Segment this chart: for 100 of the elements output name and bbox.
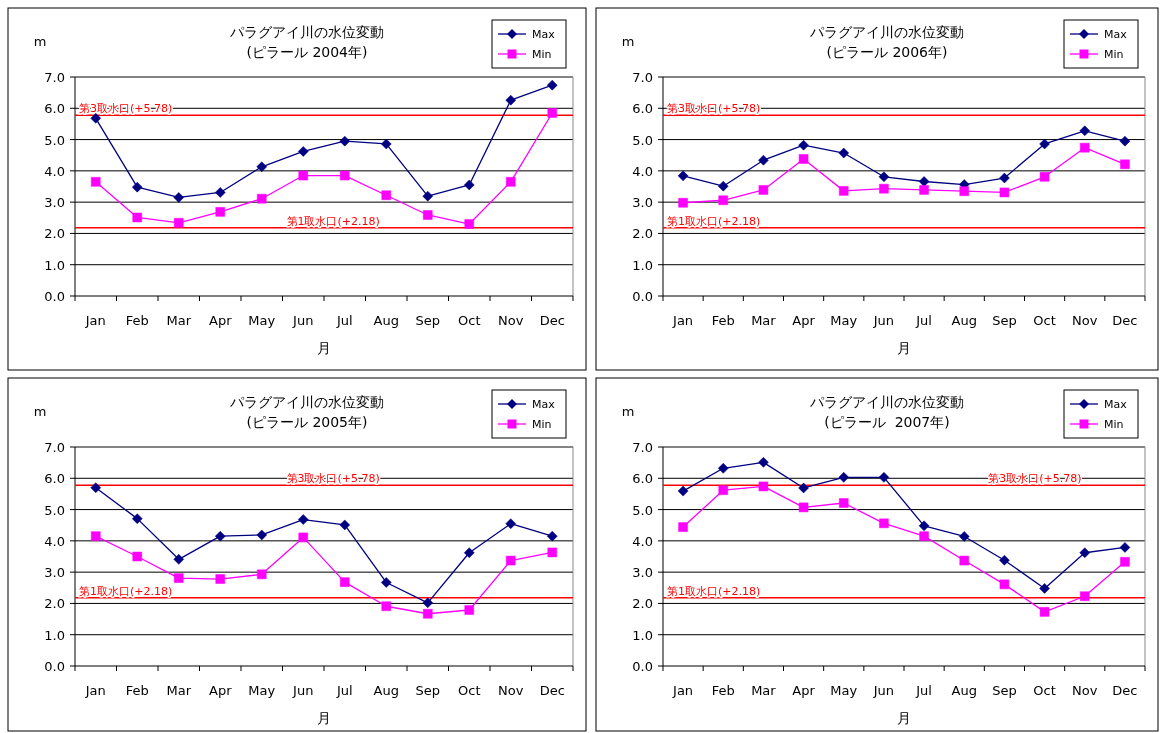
y-tick-label: 3.0 bbox=[632, 195, 653, 211]
point bbox=[918, 520, 930, 532]
x-tick-label: Nov bbox=[498, 683, 524, 698]
y-tick-label: 7.0 bbox=[44, 70, 65, 85]
point bbox=[918, 176, 930, 187]
point bbox=[90, 482, 101, 493]
x-tick-label: Apr bbox=[209, 313, 233, 328]
x-tick-label: Mar bbox=[166, 313, 192, 328]
point bbox=[132, 212, 142, 223]
point bbox=[90, 113, 101, 124]
point bbox=[678, 198, 688, 208]
x-tick-label: Jan bbox=[672, 683, 694, 698]
y-axis-title: m bbox=[621, 404, 635, 419]
point bbox=[919, 185, 929, 195]
x-tick-label: Oct bbox=[1033, 313, 1056, 328]
point bbox=[758, 185, 769, 195]
x-tick-label: Aug bbox=[373, 313, 399, 328]
point bbox=[1039, 583, 1050, 594]
x-tick-label: Feb bbox=[125, 313, 149, 328]
point bbox=[1120, 557, 1130, 567]
point bbox=[464, 605, 474, 615]
point bbox=[878, 171, 890, 183]
point bbox=[1039, 607, 1050, 617]
y-tick-label: 1.0 bbox=[632, 257, 653, 273]
y-tick-label: 6.0 bbox=[632, 101, 653, 117]
legend-label: Max bbox=[1104, 28, 1128, 41]
y-axis-title: m bbox=[621, 34, 635, 49]
y-tick-label: 2.0 bbox=[44, 596, 65, 612]
point bbox=[999, 172, 1010, 184]
point bbox=[381, 601, 391, 611]
y-tick-label: 5.0 bbox=[632, 502, 653, 518]
point bbox=[257, 569, 267, 580]
x-tick-label: Feb bbox=[711, 313, 735, 328]
point bbox=[340, 577, 350, 587]
y-tick-label: 1.0 bbox=[44, 257, 65, 273]
point bbox=[298, 514, 309, 525]
y-tick-label: 0.0 bbox=[632, 659, 653, 674]
x-tick-label: Feb bbox=[125, 683, 149, 698]
point bbox=[173, 192, 184, 203]
y-tick-label: 0.0 bbox=[44, 289, 65, 304]
y-tick-label: 4.0 bbox=[632, 163, 653, 179]
y-tick-label: 6.0 bbox=[44, 101, 65, 117]
x-tick-label: Oct bbox=[458, 313, 481, 328]
x-tick-label: Mar bbox=[166, 683, 192, 698]
x-tick-label: Nov bbox=[498, 313, 524, 328]
point bbox=[381, 190, 391, 201]
point bbox=[91, 177, 101, 187]
point bbox=[505, 518, 516, 529]
x-tick-label: Oct bbox=[458, 683, 481, 698]
point bbox=[340, 170, 350, 181]
point bbox=[132, 513, 143, 524]
ref-line-label: 第1取水口(+2.18) bbox=[79, 584, 173, 598]
x-tick-label: May bbox=[830, 683, 858, 698]
chart-subtitle: (ピラール 2006年) bbox=[826, 44, 948, 60]
point bbox=[1079, 125, 1090, 137]
x-tick-label: Sep bbox=[415, 313, 441, 328]
legend-label: Min bbox=[532, 418, 552, 431]
point bbox=[718, 463, 729, 474]
x-tick-label: Aug bbox=[951, 313, 977, 328]
point bbox=[174, 218, 184, 228]
point bbox=[1119, 542, 1131, 553]
y-tick-label: 6.0 bbox=[632, 471, 653, 487]
x-tick-label: Jan bbox=[84, 683, 106, 698]
x-tick-label: Sep bbox=[992, 313, 1017, 328]
ref-line-label: 第1取水口(+2.18) bbox=[286, 214, 380, 228]
x-tick-label: Jun bbox=[292, 313, 314, 328]
point bbox=[678, 522, 688, 532]
point bbox=[878, 472, 890, 483]
point bbox=[464, 179, 475, 191]
point bbox=[838, 472, 849, 483]
y-tick-label: 2.0 bbox=[632, 596, 653, 612]
y-tick-label: 7.0 bbox=[632, 440, 653, 455]
point bbox=[215, 574, 225, 584]
legend-label: Max bbox=[532, 398, 556, 411]
point bbox=[91, 531, 101, 541]
legend-label: Max bbox=[532, 28, 556, 41]
y-tick-label: 3.0 bbox=[44, 565, 65, 581]
point bbox=[174, 573, 184, 583]
x-tick-label: Dec bbox=[539, 683, 565, 698]
x-tick-label: Mar bbox=[751, 313, 777, 328]
point bbox=[879, 518, 889, 529]
point bbox=[547, 108, 557, 118]
x-tick-label: Jun bbox=[872, 683, 895, 698]
x-tick-label: Nov bbox=[1072, 683, 1098, 698]
point bbox=[798, 482, 809, 494]
point bbox=[798, 139, 809, 151]
x-tick-label: Aug bbox=[951, 683, 977, 698]
x-tick-label: Apr bbox=[792, 683, 816, 698]
ref-line-label: 第1取水口(+2.18) bbox=[667, 584, 761, 598]
x-tick-label: Nov bbox=[1072, 313, 1098, 328]
y-tick-label: 7.0 bbox=[44, 440, 65, 455]
x-tick-label: Oct bbox=[1033, 683, 1056, 698]
x-tick-label: Jan bbox=[84, 313, 106, 328]
point bbox=[959, 531, 970, 542]
point bbox=[999, 187, 1010, 198]
point bbox=[718, 485, 728, 495]
x-tick-label: Feb bbox=[711, 683, 735, 698]
x-tick-label: Jun bbox=[872, 313, 895, 328]
chart-title: パラグアイ川の水位変動 bbox=[229, 24, 384, 40]
x-tick-label: May bbox=[248, 683, 276, 698]
